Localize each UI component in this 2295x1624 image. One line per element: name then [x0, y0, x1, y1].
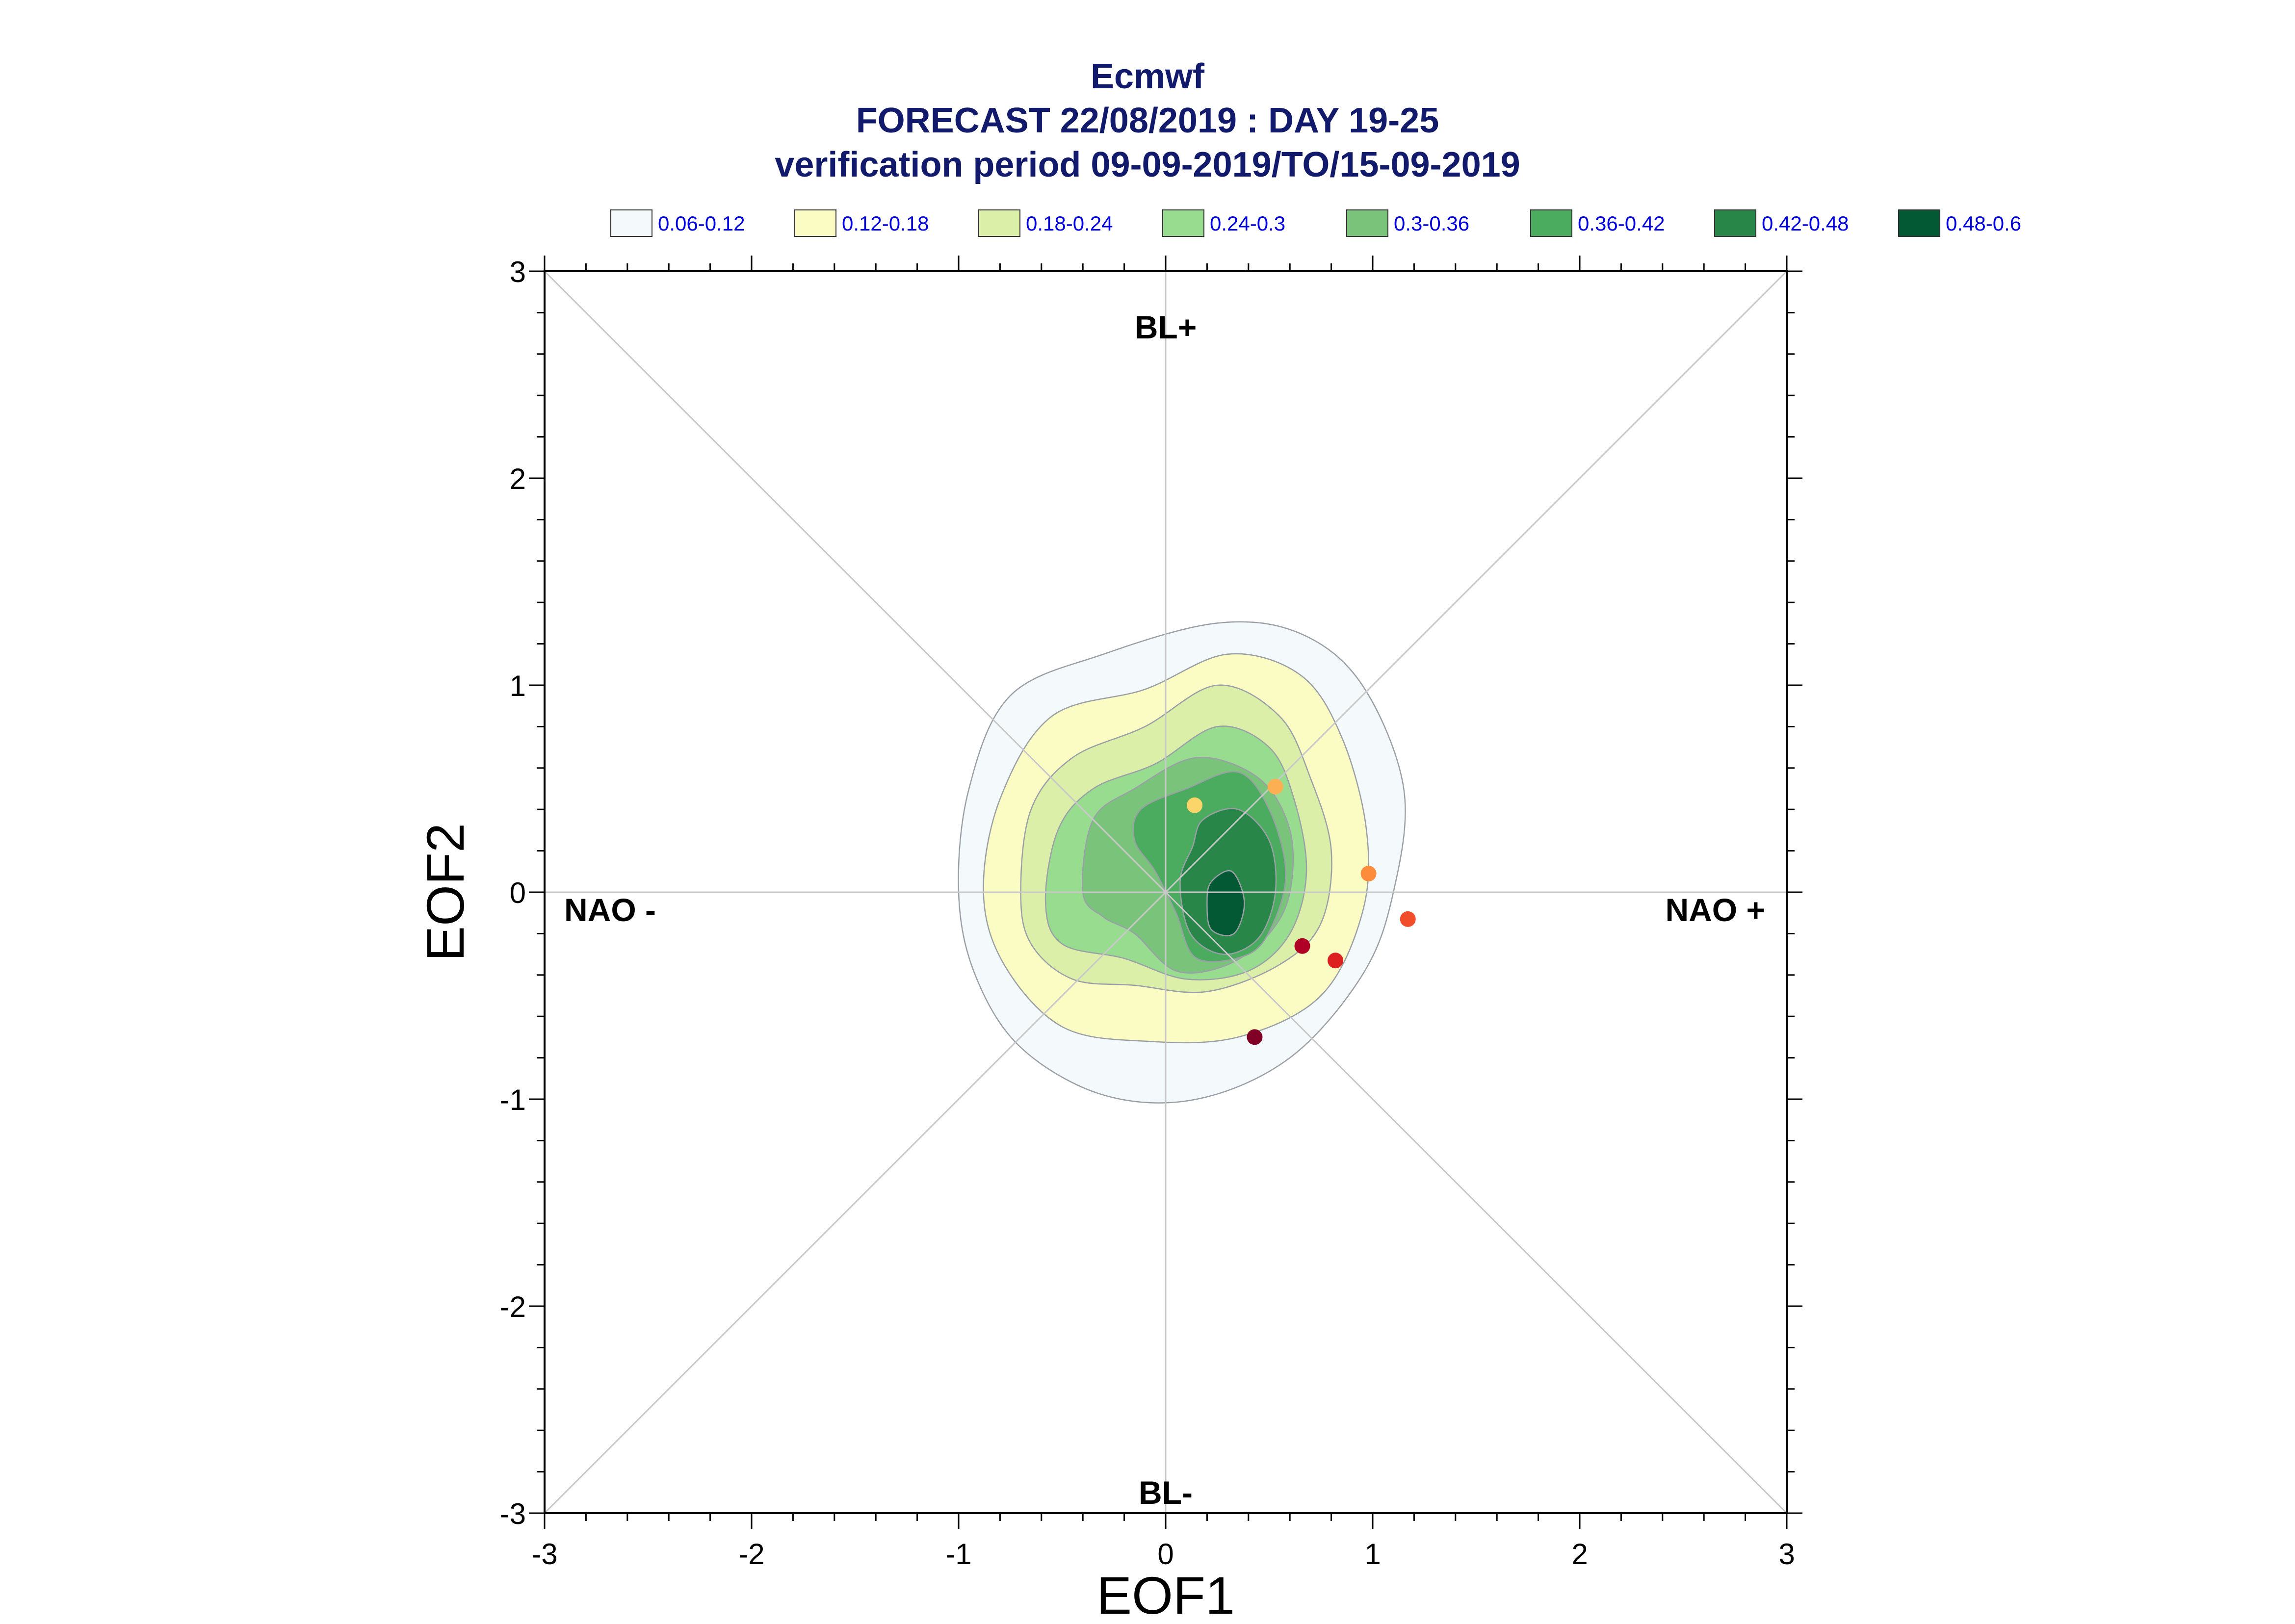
x-tick-label: -3 — [531, 1538, 557, 1571]
legend: 0.06-0.12 0.12-0.18 0.18-0.24 0.24-0.3 0.3-0… — [610, 209, 2021, 237]
legend-label-1: 0.12-0.18 — [842, 212, 929, 235]
y-tick-label: 2 — [510, 463, 526, 495]
regime-label-bottom: BL- — [1139, 1474, 1193, 1511]
y-tick-label: -1 — [500, 1083, 526, 1116]
data-point-4 — [1328, 953, 1344, 969]
axis-ticks: -3 -2 -1 0 1 2 3 3 2 1 0 -1 -2 -3 — [500, 256, 1802, 1571]
density-contour-7 — [1206, 870, 1245, 936]
y-axis-label: EOF2 — [416, 823, 475, 961]
x-axis-label: EOF1 — [1096, 1566, 1235, 1624]
x-tick-label: -1 — [945, 1538, 971, 1571]
guide-lines — [544, 270, 1788, 1514]
legend-swatch-7 — [1898, 209, 1940, 237]
legend-label-4: 0.3-0.36 — [1394, 212, 1469, 235]
title-line-3: verification period 09-09-2019/TO/15-09-… — [775, 145, 1520, 184]
x-tick-label: -2 — [738, 1538, 764, 1571]
plot-area: -3 -2 -1 0 1 2 3 3 2 1 0 -1 -2 -3 — [500, 256, 1802, 1571]
diagonal-line-2 — [544, 270, 1788, 1514]
chart-title: Ecmwf FORECAST 22/08/2019 : DAY 19-25 ve… — [775, 57, 1520, 184]
x-tick-label: 1 — [1364, 1538, 1381, 1571]
legend-label-6: 0.42-0.48 — [1762, 212, 1849, 235]
legend-label-2: 0.18-0.24 — [1026, 212, 1113, 235]
data-point-2 — [1360, 866, 1377, 882]
data-point-3 — [1400, 911, 1416, 927]
y-tick-label: 0 — [510, 876, 526, 909]
legend-swatch-1 — [794, 209, 836, 237]
legend-label-7: 0.48-0.6 — [1946, 212, 2021, 235]
legend-swatch-3 — [1162, 209, 1204, 237]
regime-label-top: BL+ — [1135, 309, 1197, 345]
x-tick-label: 2 — [1571, 1538, 1588, 1571]
y-tick-label: -3 — [500, 1497, 526, 1530]
legend-label-0: 0.06-0.12 — [658, 212, 745, 235]
data-point-6 — [1247, 1029, 1263, 1045]
legend-swatch-6 — [1714, 209, 1756, 237]
legend-swatch-4 — [1346, 209, 1388, 237]
title-line-1: Ecmwf — [1091, 57, 1205, 96]
data-points — [1187, 778, 1416, 1045]
y-tick-label: -2 — [500, 1290, 526, 1323]
data-point-5 — [1294, 938, 1310, 954]
regime-label-right: NAO + — [1665, 892, 1765, 928]
title-line-2: FORECAST 22/08/2019 : DAY 19-25 — [856, 101, 1439, 140]
legend-swatch-2 — [978, 209, 1020, 237]
y-tick-label: 1 — [510, 670, 526, 702]
legend-label-3: 0.24-0.3 — [1210, 212, 1285, 235]
data-point-1 — [1267, 778, 1283, 795]
y-tick-label: 3 — [510, 256, 526, 288]
legend-swatch-0 — [610, 209, 652, 237]
legend-label-5: 0.36-0.42 — [1578, 212, 1665, 235]
x-tick-label: 3 — [1778, 1538, 1795, 1571]
regime-label-left: NAO - — [564, 892, 656, 928]
data-point-0 — [1187, 797, 1203, 813]
density-contours — [958, 621, 1406, 1104]
x-tick-label: 0 — [1157, 1538, 1174, 1571]
legend-swatch-5 — [1530, 209, 1572, 237]
